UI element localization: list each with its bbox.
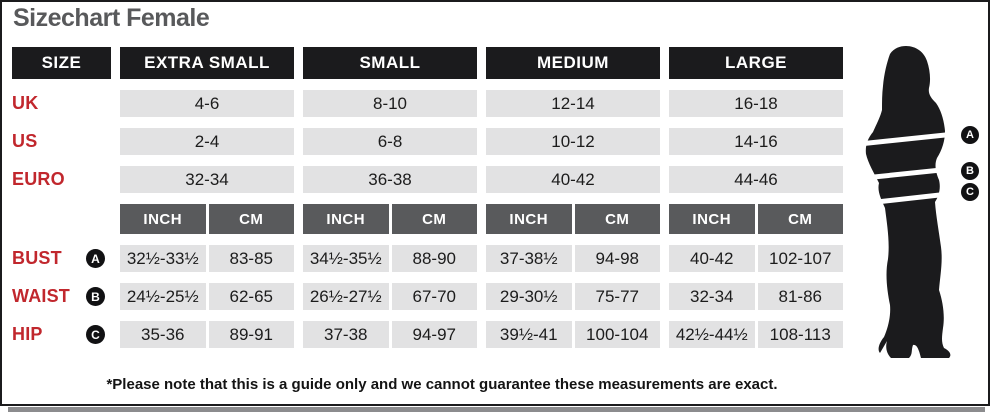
- figure-marker-a-icon: A: [961, 126, 979, 144]
- hip-l-cm-value: 108-113: [757, 321, 843, 348]
- waist-small-values: 26½-27½ 67-70: [303, 283, 477, 310]
- uk-medium-value: 12-14: [486, 90, 660, 117]
- us-large-value: 14-16: [669, 128, 843, 155]
- bust-extra-small-values: 32½-33½ 83-85: [120, 245, 294, 272]
- euro-small-value: 36-38: [303, 166, 477, 193]
- waist-s-inch-value: 26½-27½: [303, 283, 389, 310]
- size-table: SIZE EXTRA SMALL SMALL MEDIUM LARGE UK 4…: [12, 47, 843, 348]
- hip-m-inch-value: 39½-41: [486, 321, 572, 348]
- us-extra-small-value: 2-4: [120, 128, 294, 155]
- unit-headers-extra-small: INCH CM: [120, 204, 294, 234]
- waist-label-text: WAIST: [12, 286, 70, 306]
- page-title: Sizechart Female: [13, 4, 210, 32]
- unit-header-cm: CM: [208, 204, 294, 234]
- waist-l-inch-value: 32-34: [669, 283, 755, 310]
- disclaimer-note: *Please note that this is a guide only a…: [106, 376, 778, 393]
- bust-l-cm-value: 102-107: [757, 245, 843, 272]
- column-header-small: SMALL: [303, 47, 477, 79]
- unit-headers-small: INCH CM: [303, 204, 477, 234]
- female-silhouette-icon: [864, 46, 951, 358]
- waist-xs-cm-value: 62-65: [208, 283, 294, 310]
- row-label-us: US: [12, 128, 111, 155]
- waist-l-cm-value: 81-86: [757, 283, 843, 310]
- euro-medium-value: 40-42: [486, 166, 660, 193]
- bust-l-inch-value: 40-42: [669, 245, 755, 272]
- bust-large-values: 40-42 102-107: [669, 245, 843, 272]
- marker-a-icon: A: [86, 249, 105, 268]
- hip-small-values: 37-38 94-97: [303, 321, 477, 348]
- bust-m-cm-value: 94-98: [574, 245, 660, 272]
- column-header-size: SIZE: [12, 47, 111, 79]
- bust-xs-cm-value: 83-85: [208, 245, 294, 272]
- bust-s-inch-value: 34½-35½: [303, 245, 389, 272]
- hip-s-inch-value: 37-38: [303, 321, 389, 348]
- hip-medium-values: 39½-41 100-104: [486, 321, 660, 348]
- unit-row-spacer: [12, 204, 111, 234]
- uk-large-value: 16-18: [669, 90, 843, 117]
- bust-label-text: BUST: [12, 248, 62, 268]
- row-label-hip: HIP C: [12, 321, 111, 348]
- hip-label-text: HIP: [12, 324, 43, 344]
- waist-s-cm-value: 67-70: [391, 283, 477, 310]
- waist-medium-values: 29-30½ 75-77: [486, 283, 660, 310]
- row-label-bust: BUST A: [12, 245, 111, 272]
- hip-m-cm-value: 100-104: [574, 321, 660, 348]
- column-header-extra-small: EXTRA SMALL: [120, 47, 294, 79]
- hip-s-cm-value: 94-97: [391, 321, 477, 348]
- hip-extra-small-values: 35-36 89-91: [120, 321, 294, 348]
- euro-extra-small-value: 32-34: [120, 166, 294, 193]
- unit-header-inch: INCH: [120, 204, 206, 234]
- unit-header-cm: CM: [757, 204, 843, 234]
- figure-marker-c-icon: C: [961, 183, 979, 201]
- hip-xs-inch-value: 35-36: [120, 321, 206, 348]
- row-label-waist: WAIST B: [12, 283, 111, 310]
- hip-large-values: 42½-44½ 108-113: [669, 321, 843, 348]
- column-header-large: LARGE: [669, 47, 843, 79]
- unit-headers-medium: INCH CM: [486, 204, 660, 234]
- unit-header-cm: CM: [391, 204, 477, 234]
- unit-header-inch: INCH: [486, 204, 572, 234]
- waist-extra-small-values: 24½-25½ 62-65: [120, 283, 294, 310]
- unit-header-inch: INCH: [303, 204, 389, 234]
- bust-s-cm-value: 88-90: [391, 245, 477, 272]
- hip-l-inch-value: 42½-44½: [669, 321, 755, 348]
- euro-large-value: 44-46: [669, 166, 843, 193]
- uk-small-value: 8-10: [303, 90, 477, 117]
- marker-c-icon: C: [86, 325, 105, 344]
- bottom-shadow-bar: [8, 407, 985, 412]
- waist-large-values: 32-34 81-86: [669, 283, 843, 310]
- row-label-uk: UK: [12, 90, 111, 117]
- unit-header-inch: INCH: [669, 204, 755, 234]
- marker-b-icon: B: [86, 287, 105, 306]
- waist-m-inch-value: 29-30½: [486, 283, 572, 310]
- unit-headers-large: INCH CM: [669, 204, 843, 234]
- hip-xs-cm-value: 89-91: [208, 321, 294, 348]
- bust-m-inch-value: 37-38½: [486, 245, 572, 272]
- column-header-medium: MEDIUM: [486, 47, 660, 79]
- bust-medium-values: 37-38½ 94-98: [486, 245, 660, 272]
- us-medium-value: 10-12: [486, 128, 660, 155]
- waist-xs-inch-value: 24½-25½: [120, 283, 206, 310]
- bust-xs-inch-value: 32½-33½: [120, 245, 206, 272]
- bust-small-values: 34½-35½ 88-90: [303, 245, 477, 272]
- us-small-value: 6-8: [303, 128, 477, 155]
- figure-marker-b-icon: B: [961, 162, 979, 180]
- row-label-euro: EURO: [12, 166, 111, 193]
- uk-extra-small-value: 4-6: [120, 90, 294, 117]
- unit-header-cm: CM: [574, 204, 660, 234]
- waist-m-cm-value: 75-77: [574, 283, 660, 310]
